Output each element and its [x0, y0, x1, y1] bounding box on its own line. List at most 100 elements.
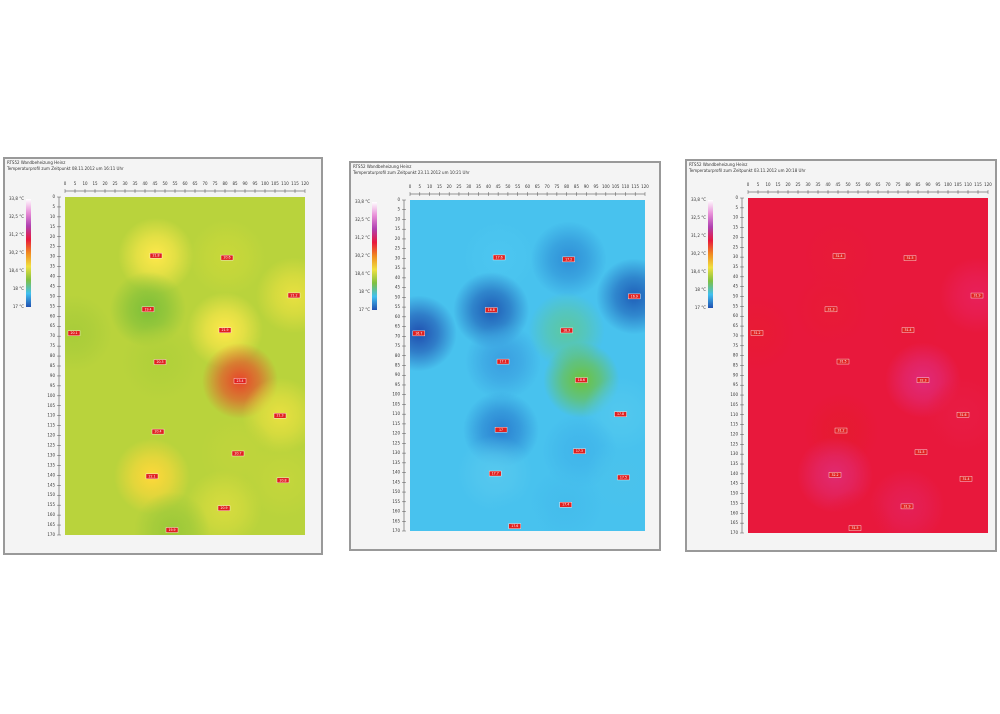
sensor-value: 32.3 [919, 378, 926, 382]
x-tick-label: 85 [915, 182, 921, 187]
sensor-value: 31.4 [835, 254, 842, 258]
y-tick-label: 15 [50, 224, 56, 229]
x-tick-label: 80 [905, 182, 911, 187]
y-tick-label: 0 [52, 194, 55, 199]
x-tick-label: 45 [496, 184, 502, 189]
sensor-tag [901, 327, 915, 333]
x-tick-label: 100 [944, 182, 952, 187]
sensor-value: 31.6 [959, 413, 966, 417]
colorbar-label: 32,5 °C [691, 215, 706, 220]
y-tick-label: 55 [50, 303, 56, 308]
sensor-tag [900, 503, 914, 510]
y-tick-label: 35 [733, 264, 739, 269]
x-tick-label: 105 [612, 184, 620, 189]
sensor-value: 31.2 [753, 331, 760, 335]
y-tick-label: 165 [47, 522, 55, 527]
heat-blob [65, 295, 112, 372]
y-tick-label: 10 [395, 216, 401, 221]
sensor-value: 18.3 [563, 328, 570, 332]
sensor-tag [488, 470, 502, 477]
colorbar-label: 33,8 °C [691, 197, 706, 202]
x-tick-label: 70 [202, 181, 208, 186]
sensor-tag [573, 448, 586, 454]
sensor-value: 20.3 [156, 360, 163, 364]
panel-subtitle: Temperaturprofil zum Zeitpunkt 03.11.201… [688, 168, 806, 173]
panel-title: RTS52 Wandbeheizung Heinz [353, 164, 411, 169]
y-tick-label: 0 [397, 197, 400, 202]
y-tick-label: 60 [50, 313, 56, 318]
sensor-value: 18.6 [578, 378, 585, 382]
sensor-value: 17.6 [496, 255, 503, 259]
y-tick-label: 105 [392, 401, 400, 406]
y-tick-label: 165 [730, 520, 738, 525]
colorbar-label: 32,5 °C [9, 214, 24, 219]
x-tick-label: 55 [515, 184, 521, 189]
colorbar-label: 18,4 °C [9, 268, 24, 273]
colorbar [708, 200, 713, 308]
y-tick-label: 145 [392, 479, 400, 484]
y-tick-label: 30 [395, 255, 401, 260]
sensor-value: 31.2 [837, 429, 844, 433]
sensor-value: 20.6 [223, 256, 230, 260]
x-tick-label: 95 [935, 182, 941, 187]
sensor-tag [412, 330, 426, 337]
x-tick-label: 90 [242, 181, 248, 186]
y-tick-label: 50 [733, 294, 739, 299]
x-tick-label: 40 [142, 181, 148, 186]
y-tick-label: 160 [730, 510, 738, 515]
y-tick-label: 60 [733, 313, 739, 318]
sensor-value: 21.9 [221, 328, 228, 332]
x-tick-label: 90 [925, 182, 931, 187]
heat-blob [939, 257, 988, 334]
x-tick-label: 10 [427, 184, 433, 189]
colorbar-label: 18 °C [695, 287, 706, 292]
x-tick-label: 110 [281, 181, 289, 186]
x-tick-label: 35 [476, 184, 482, 189]
sensor-value: 31.5 [851, 526, 858, 530]
x-tick-label: 95 [593, 184, 599, 189]
x-tick-label: 25 [795, 182, 801, 187]
x-tick-label: 5 [419, 184, 422, 189]
x-tick-label: 45 [835, 182, 841, 187]
x-tick-label: 10 [765, 182, 771, 187]
sensor-tag [151, 428, 165, 435]
sensor-value: 20.8 [279, 478, 286, 482]
y-tick-label: 15 [395, 226, 401, 231]
sensor-tag [575, 377, 588, 383]
y-tick-label: 20 [733, 234, 739, 239]
sensor-tag [562, 256, 575, 263]
sensor-value: 21.2 [290, 293, 297, 297]
x-tick-label: 105 [954, 182, 962, 187]
y-tick-label: 140 [730, 471, 738, 476]
sensor-value: 31.4 [962, 477, 969, 481]
y-tick-label: 90 [50, 373, 56, 378]
panel-subtitle: Temperaturprofil zum Zeitpunkt 23.11.201… [352, 170, 470, 175]
x-tick-label: 40 [825, 182, 831, 187]
sensor-value: 17.1 [499, 360, 506, 364]
sensor-tag [848, 525, 862, 531]
heat-blob [134, 492, 210, 535]
sensor-value: 21.8 [152, 254, 159, 258]
heat-blob [410, 295, 457, 372]
y-tick-label: 150 [392, 489, 400, 494]
x-tick-label: 85 [574, 184, 580, 189]
y-tick-label: 55 [395, 304, 401, 309]
y-tick-label: 150 [47, 492, 55, 497]
y-tick-label: 20 [50, 234, 56, 239]
x-tick-label: 95 [252, 181, 258, 186]
sensor-value: 32.2 [831, 473, 838, 477]
x-tick-label: 75 [212, 181, 218, 186]
sensor-tag [494, 427, 508, 433]
sensor-tag [559, 502, 572, 508]
x-tick-label: 110 [622, 184, 630, 189]
sensor-tag [492, 254, 506, 261]
x-tick-label: 0 [409, 184, 412, 189]
x-tick-label: 100 [261, 181, 269, 186]
colorbar-label: 17 °C [359, 307, 370, 312]
y-tick-label: 115 [730, 422, 738, 427]
y-tick-label: 75 [50, 343, 56, 348]
x-tick-label: 110 [964, 182, 972, 187]
x-tick-label: 30 [466, 184, 472, 189]
sensor-tag [560, 327, 573, 334]
